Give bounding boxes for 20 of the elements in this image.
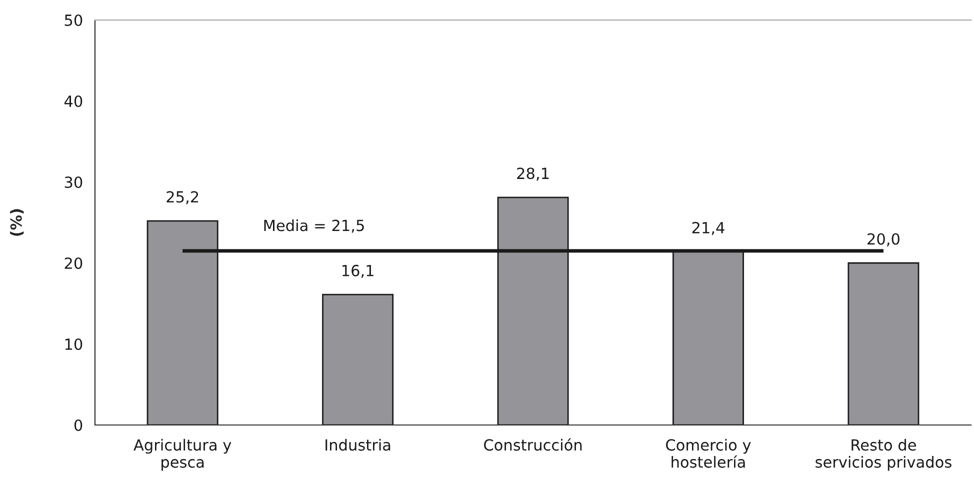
y-tick-label: 20: [64, 257, 82, 270]
data-label: 21,4: [692, 222, 724, 235]
ref-line-label: Media = 21,5: [264, 219, 364, 233]
x-tick-label: Industria: [326, 438, 390, 451]
x-tick-label: Agricultura y pesca: [134, 438, 232, 471]
y-tick-label: 10: [65, 338, 82, 350]
bar: [848, 262, 920, 425]
data-label: 20,0: [868, 233, 900, 246]
y-axis-title: (%): [10, 209, 24, 236]
y-tick-label: 0: [74, 419, 82, 432]
x-tick-label: Construcción: [484, 438, 582, 451]
data-label: 16,1: [342, 264, 374, 278]
data-label: 25,2: [166, 191, 198, 204]
y-tick-label: 30: [64, 176, 82, 188]
bar: [322, 294, 394, 425]
data-label: 28,1: [517, 168, 549, 181]
x-tick-label: Comercio y hostelería: [666, 438, 751, 468]
y-tick-label: 40: [64, 95, 82, 108]
y-tick-label: 50: [64, 14, 82, 26]
x-tick-label: Resto de servicios privados: [816, 438, 952, 471]
